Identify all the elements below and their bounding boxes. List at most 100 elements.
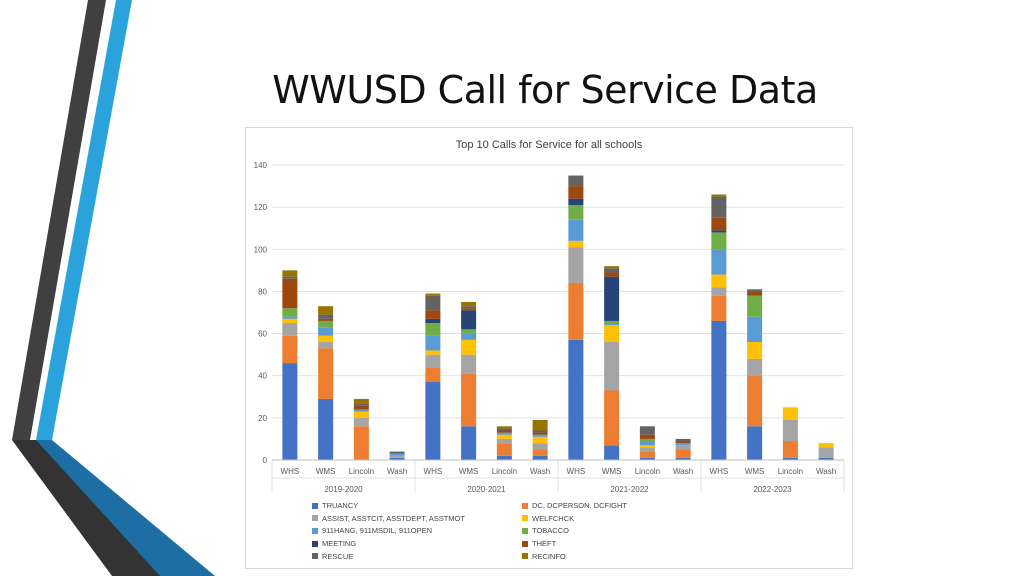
bar-segment xyxy=(639,438,655,442)
bar-segment xyxy=(782,457,798,460)
legend-swatch xyxy=(522,527,528,534)
bar-segment xyxy=(639,451,655,458)
bar-segment xyxy=(675,449,691,458)
legend-swatch xyxy=(522,540,528,547)
bar-segment xyxy=(568,219,584,241)
bar-segment xyxy=(675,457,691,460)
legend-item: ASSIST, ASSTCIT, ASSTDEPT, ASSTMOT xyxy=(312,513,522,525)
y-tick-label: 20 xyxy=(258,414,267,423)
bar-segment xyxy=(389,455,405,458)
x-tick-label: Lincoln xyxy=(635,467,660,476)
bar-segment xyxy=(318,306,334,315)
bar-segment xyxy=(461,306,477,309)
bar-segment xyxy=(747,342,763,359)
bar-segment xyxy=(747,291,763,296)
x-tick-label: Wash xyxy=(387,467,407,476)
legend-item: DC, DCPERSON, DCFIGHT xyxy=(522,500,762,512)
bar-segment xyxy=(353,411,369,418)
chart-legend: TRUANCY DC, DCPERSON, DCFIGHT ASSIST, ASST… xyxy=(312,500,832,562)
bar-segment xyxy=(532,419,548,431)
bar-segment xyxy=(461,301,477,307)
bar-segment xyxy=(532,432,548,435)
x-tick-label: WMS xyxy=(459,467,479,476)
bar-segment xyxy=(604,445,620,460)
bar-segment xyxy=(425,293,441,296)
bar-segment xyxy=(425,323,441,336)
legend-label: DC, DCPERSON, DCFIGHT xyxy=(532,501,628,511)
bar-segment xyxy=(353,405,369,410)
bar-segment xyxy=(461,354,477,374)
legend-swatch xyxy=(522,515,528,522)
legend-label: MEETING xyxy=(322,539,357,549)
bar-segment xyxy=(604,268,620,273)
bar-segment xyxy=(604,323,620,326)
bar-segment xyxy=(282,316,298,319)
bar-segment xyxy=(318,318,334,321)
legend-label: RESCUE xyxy=(322,551,354,561)
bar-segment xyxy=(318,348,334,399)
x-tick-label: WMS xyxy=(602,467,622,476)
legend-label: RECINFO xyxy=(532,551,566,561)
bar-segment xyxy=(675,438,691,442)
legend-swatch xyxy=(312,502,318,509)
bar-segment xyxy=(496,428,512,431)
bar-segment xyxy=(318,398,334,460)
bar-segment xyxy=(747,426,763,460)
bar-segment xyxy=(496,426,512,429)
bar-segment xyxy=(532,436,548,444)
bar-segment xyxy=(711,287,727,296)
bar-segment xyxy=(425,310,441,319)
bar-segment xyxy=(568,198,584,206)
bar-segment xyxy=(496,432,512,435)
bar-segment xyxy=(496,434,512,439)
y-tick-label: 40 xyxy=(258,372,267,381)
x-tick-label: Wash xyxy=(816,467,836,476)
y-tick-label: 120 xyxy=(254,203,268,212)
bar-segment xyxy=(711,249,727,275)
bar-segment xyxy=(747,289,763,292)
x-tick-label: Wash xyxy=(530,467,550,476)
bar-segment xyxy=(604,276,620,321)
x-tick-label: WHS xyxy=(710,467,729,476)
bar-segment xyxy=(639,457,655,460)
bar-segment xyxy=(568,175,584,187)
bar-segment xyxy=(747,316,763,342)
x-tick-label: WHS xyxy=(281,467,300,476)
bar-segment xyxy=(318,314,334,319)
chart-container: Top 10 Calls for Service for all schools… xyxy=(245,127,853,569)
legend-item: THEFT xyxy=(522,538,762,550)
bar-segment xyxy=(711,320,727,460)
bar-segment xyxy=(532,443,548,450)
bar-segment xyxy=(532,455,548,460)
bar-segment xyxy=(604,272,620,277)
slide-title: WWUSD Call for Service Data xyxy=(272,68,818,112)
bar-segment xyxy=(461,310,477,330)
x-tick-label: WMS xyxy=(745,467,765,476)
bar-segment xyxy=(496,430,512,433)
bar-segment xyxy=(425,350,441,355)
bar-segment xyxy=(604,320,620,324)
bar-segment xyxy=(711,232,727,250)
bar-segment xyxy=(532,430,548,433)
bar-segment xyxy=(461,373,477,427)
bar-segment xyxy=(675,445,691,450)
bar-segment xyxy=(782,441,798,458)
y-tick-label: 60 xyxy=(258,330,267,339)
x-tick-label: WMS xyxy=(316,467,336,476)
legend-label: TOBACCO xyxy=(532,526,569,536)
bar-segment xyxy=(318,327,334,336)
bar-segment xyxy=(461,426,477,460)
x-tick-label: WHS xyxy=(424,467,443,476)
bar-segment xyxy=(461,308,477,311)
bar-segment xyxy=(425,382,441,460)
bar-segment xyxy=(496,455,512,460)
bar-segment xyxy=(711,217,727,231)
bar-segment xyxy=(639,447,655,452)
bar-segment xyxy=(604,325,620,342)
x-tick-label: Lincoln xyxy=(492,467,517,476)
legend-swatch xyxy=(312,527,318,534)
bar-segment xyxy=(639,426,655,435)
legend-swatch xyxy=(312,515,318,522)
bar-segment xyxy=(389,451,405,454)
bar-segment xyxy=(532,449,548,456)
